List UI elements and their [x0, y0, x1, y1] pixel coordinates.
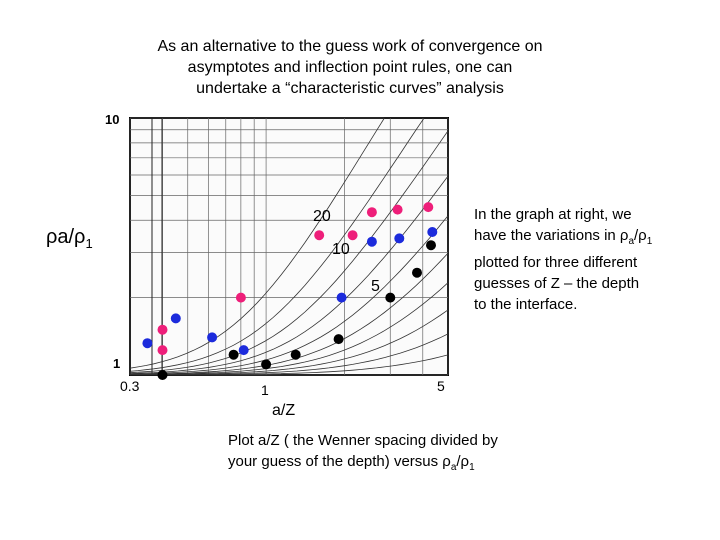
series-label-10: 10	[332, 241, 350, 258]
data-point-z10	[238, 345, 249, 356]
series-label-5: 5	[371, 278, 380, 295]
type-curve-background	[129, 117, 449, 376]
data-point-z20	[314, 230, 325, 241]
right-note-line-1: In the graph at right, we	[474, 206, 632, 223]
type-curve	[129, 282, 449, 375]
bottom-note-l2-sub-1: 1	[469, 462, 475, 473]
data-point-z10	[366, 236, 377, 247]
data-point-z10	[207, 332, 218, 343]
bottom-note-line-2: your guess of the depth) versus ρa/ρ1	[228, 451, 648, 478]
type-curve	[129, 175, 449, 374]
data-point-z10	[142, 338, 153, 349]
right-note-line-3: plotted for three different	[474, 254, 638, 271]
data-point-z5	[385, 292, 396, 303]
y-axis-label-base: ρa/ρ	[46, 226, 86, 248]
data-point-z5	[412, 267, 422, 278]
right-note-line-4: guesses of Z – the depth	[474, 275, 640, 292]
data-point-z5	[261, 359, 272, 370]
y-tick-label-bottom: 1	[113, 356, 120, 371]
x-axis-label: a/Z	[272, 402, 296, 419]
data-points	[142, 202, 438, 380]
data-point-z10	[427, 227, 438, 237]
right-note-l2-pre: have the variations in ρ	[474, 227, 629, 244]
data-point-z20	[235, 292, 246, 303]
data-point-z5	[228, 349, 239, 360]
x-tick-label-mid: 1	[261, 382, 269, 398]
x-tick-label-left: 0.3	[120, 378, 140, 394]
type-curve	[129, 252, 449, 375]
right-note-l2-mid: /ρ	[634, 227, 647, 244]
y-axis-label: ρa/ρ1	[46, 226, 93, 251]
data-point-z5	[333, 334, 344, 345]
x-tick-label-right: 5	[437, 378, 445, 394]
data-point-z10	[394, 233, 405, 244]
data-point-z5	[290, 349, 301, 360]
data-point-z20	[366, 207, 377, 218]
data-point-z10	[170, 313, 181, 324]
data-point-z10	[336, 292, 347, 303]
bottom-note-l2-sub-a: a	[450, 462, 457, 473]
series-label-20: 20	[313, 208, 331, 225]
data-point-z5	[157, 370, 168, 380]
title-line-3: undertake a “characteristic curves” anal…	[196, 80, 504, 97]
y-tick-label-top: 10	[105, 112, 119, 127]
title-line-2: asymptotes and inflection point rules, o…	[187, 59, 513, 76]
type-curve	[129, 117, 448, 369]
type-curve	[129, 215, 449, 375]
data-point-z5	[426, 240, 436, 251]
right-note-l2-sub-a: a	[628, 236, 635, 247]
data-point-z20	[157, 345, 168, 356]
y-axis-label-sub: 1	[85, 236, 93, 251]
bottom-note-l2-mid: /ρ	[456, 453, 470, 470]
type-curve	[129, 117, 448, 372]
bottom-note: Plot a/Z ( the Wenner spacing divided by…	[228, 430, 648, 478]
right-note-line-2: have the variations in ρa/ρ1	[474, 225, 714, 252]
right-note: In the graph at right, we have the varia…	[474, 204, 714, 315]
type-curve	[129, 309, 449, 376]
data-point-z20	[392, 204, 403, 215]
bottom-note-line-1: Plot a/Z ( the Wenner spacing divided by	[228, 432, 498, 449]
data-point-z20	[157, 324, 168, 335]
slide-title: As an alternative to the guess work of c…	[100, 36, 600, 99]
data-point-z20	[347, 230, 358, 241]
title-line-1: As an alternative to the guess work of c…	[157, 38, 543, 55]
bottom-note-l2-pre: your guess of the depth) versus ρ	[228, 453, 451, 470]
right-note-line-5: to the interface.	[474, 296, 578, 313]
plot-frame	[129, 117, 449, 376]
right-note-l2-sub-1: 1	[646, 236, 653, 247]
data-point-z20	[423, 202, 434, 213]
